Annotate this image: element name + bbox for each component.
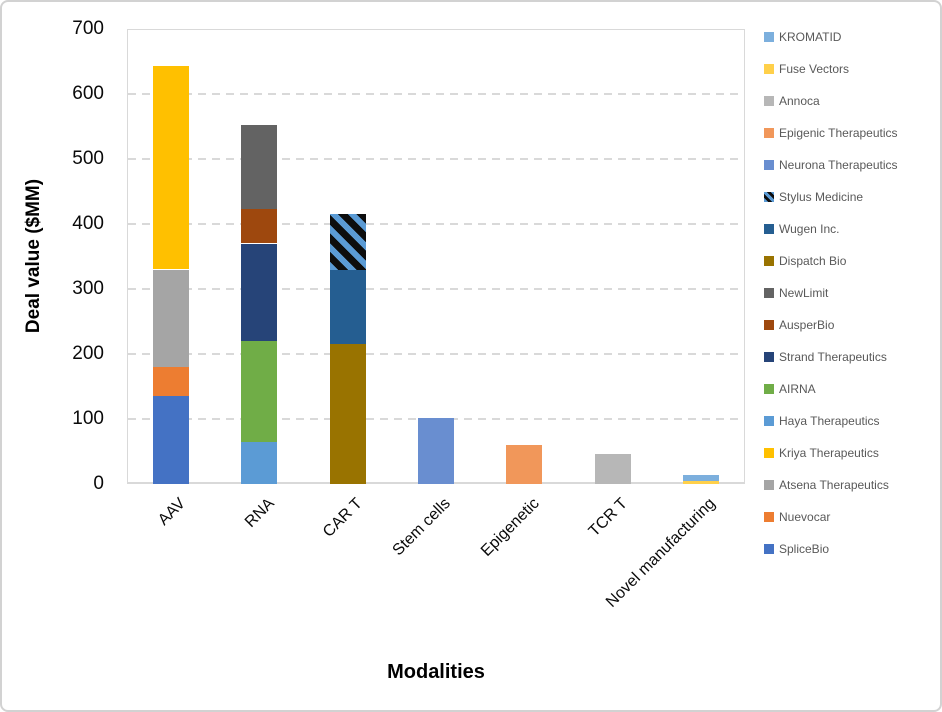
- bar-segment: [682, 480, 719, 484]
- legend-swatch-icon: [764, 96, 774, 106]
- legend-item: Annoca: [764, 85, 898, 117]
- legend-item: AusperBio: [764, 309, 898, 341]
- y-gridline: [128, 353, 744, 355]
- legend-item: AIRNA: [764, 373, 898, 405]
- legend-swatch-icon: [764, 160, 774, 170]
- y-tick-label: 500: [72, 148, 104, 169]
- y-gridline: [128, 93, 744, 95]
- bar-segment: [241, 441, 278, 484]
- y-axis-title: Deal value ($MM): [23, 178, 44, 334]
- y-tick-label: 400: [72, 213, 104, 234]
- legend-item: Dispatch Bio: [764, 245, 898, 277]
- legend-label: AIRNA: [779, 382, 816, 396]
- legend-item: Strand Therapeutics: [764, 341, 898, 373]
- y-gridline: [128, 158, 744, 160]
- bar-segment: [594, 454, 631, 484]
- legend-label: Atsena Therapeutics: [779, 478, 889, 492]
- bar-segment: [241, 124, 278, 210]
- legend-label: Annoca: [779, 94, 820, 108]
- legend-swatch-icon: [764, 480, 774, 490]
- y-gridline: [128, 223, 744, 225]
- legend-label: AusperBio: [779, 318, 835, 332]
- legend-label: SpliceBio: [779, 542, 830, 556]
- x-category-label: CAR T: [319, 495, 366, 541]
- legend-label: Stylus Medicine: [779, 190, 864, 204]
- legend: KROMATID Fuse Vectors Annoca Epigenic Thera…: [764, 21, 898, 565]
- legend-label: Nuevocar: [779, 510, 831, 524]
- bar-segment: [241, 243, 278, 341]
- y-tick-label: 100: [72, 408, 104, 429]
- bar-segment: [682, 474, 719, 481]
- legend-item: Fuse Vectors: [764, 53, 898, 85]
- x-category-label: TCR T: [585, 495, 631, 541]
- bar-segment: [329, 214, 366, 270]
- plot-area: [127, 29, 745, 484]
- legend-swatch-icon: [764, 512, 774, 522]
- legend-label: Haya Therapeutics: [779, 414, 880, 428]
- bar-segment: [329, 269, 366, 345]
- bar-segment: [241, 209, 278, 244]
- legend-item: Wugen Inc.: [764, 213, 898, 245]
- y-tick-label: 300: [72, 278, 104, 299]
- bar-segment: [153, 367, 190, 397]
- bar-segment: [153, 396, 190, 484]
- x-category-label: Epigenetic: [477, 495, 543, 560]
- legend-swatch-icon: [764, 192, 774, 202]
- legend-label: Strand Therapeutics: [779, 350, 887, 364]
- legend-item: Nuevocar: [764, 501, 898, 533]
- bar-segment: [241, 341, 278, 442]
- legend-item: Neurona Therapeutics: [764, 149, 898, 181]
- x-axis-title: Modalities: [387, 661, 485, 683]
- x-category-label: Stem cells: [389, 495, 455, 560]
- y-tick-label: 0: [93, 473, 104, 494]
- legend-label: Kriya Therapeutics: [779, 446, 879, 460]
- legend-swatch-icon: [764, 224, 774, 234]
- legend-item: Kriya Therapeutics: [764, 437, 898, 469]
- legend-label: Epigenic Therapeutics: [779, 126, 898, 140]
- legend-item: SpliceBio: [764, 533, 898, 565]
- bar-segment: [153, 66, 190, 270]
- bar-segment: [329, 344, 366, 484]
- legend-item: KROMATID: [764, 21, 898, 53]
- legend-label: KROMATID: [779, 30, 842, 44]
- x-category-label: AAV: [155, 495, 190, 529]
- legend-item: Haya Therapeutics: [764, 405, 898, 437]
- legend-label: NewLimit: [779, 286, 829, 300]
- y-gridline: [128, 288, 744, 290]
- legend-item: NewLimit: [764, 277, 898, 309]
- legend-swatch-icon: [764, 288, 774, 298]
- legend-swatch-icon: [764, 128, 774, 138]
- bar-segment: [418, 417, 454, 484]
- legend-label: Dispatch Bio: [779, 254, 847, 268]
- legend-swatch-icon: [764, 320, 774, 330]
- legend-item: Atsena Therapeutics: [764, 469, 898, 501]
- legend-swatch-icon: [764, 448, 774, 458]
- legend-label: Neurona Therapeutics: [779, 158, 898, 172]
- x-category-label: RNA: [241, 495, 278, 531]
- y-tick-label: 700: [72, 18, 104, 39]
- legend-swatch-icon: [764, 384, 774, 394]
- legend-swatch-icon: [764, 352, 774, 362]
- legend-item: Stylus Medicine: [764, 181, 898, 213]
- legend-label: Fuse Vectors: [779, 62, 850, 76]
- bar-segment: [153, 269, 190, 367]
- y-tick-label: 600: [72, 83, 104, 104]
- legend-label: Wugen Inc.: [779, 222, 840, 236]
- y-tick-label: 200: [72, 343, 104, 364]
- legend-swatch-icon: [764, 544, 774, 554]
- legend-swatch-icon: [764, 256, 774, 266]
- legend-item: Epigenic Therapeutics: [764, 117, 898, 149]
- legend-swatch-icon: [764, 32, 774, 42]
- legend-swatch-icon: [764, 64, 774, 74]
- bar-segment: [506, 445, 543, 484]
- legend-swatch-icon: [764, 416, 774, 426]
